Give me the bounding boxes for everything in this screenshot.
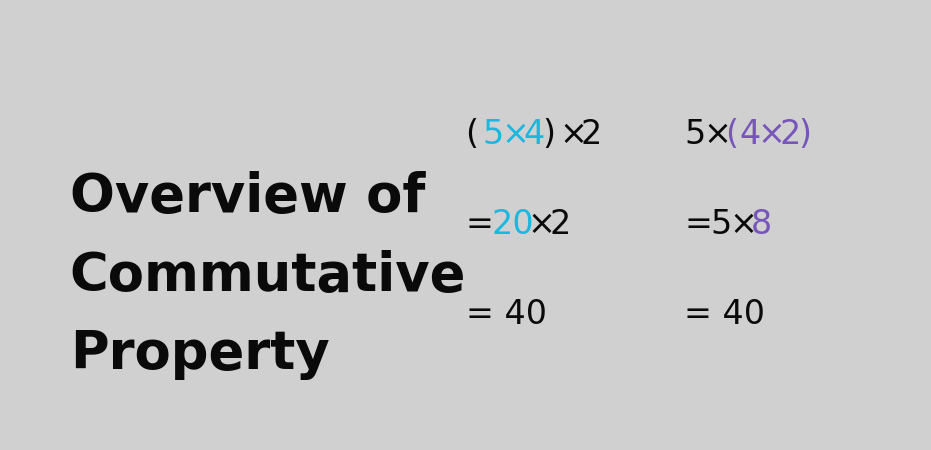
Text: ): ) (542, 118, 555, 152)
Text: 20: 20 (492, 208, 534, 242)
Text: ×: × (729, 208, 757, 242)
Text: 2: 2 (779, 118, 801, 152)
Text: 8: 8 (750, 208, 772, 242)
Text: 4: 4 (739, 118, 761, 152)
Text: (: ( (466, 118, 479, 152)
Text: =: = (466, 208, 493, 242)
Text: 5: 5 (710, 208, 732, 242)
Text: ×: × (703, 118, 731, 152)
Text: (: ( (724, 118, 737, 152)
Text: ): ) (798, 118, 811, 152)
Text: ×: × (758, 118, 786, 152)
Text: =: = (684, 208, 712, 242)
Text: 2: 2 (549, 208, 571, 242)
Text: ×: × (560, 118, 587, 152)
Text: ×: × (502, 118, 530, 152)
Text: Overview of: Overview of (70, 171, 425, 223)
Text: 5: 5 (684, 118, 706, 152)
Text: Property: Property (70, 328, 330, 381)
Text: ×: × (528, 208, 556, 242)
Text: 2: 2 (581, 118, 602, 152)
Text: 4: 4 (523, 118, 545, 152)
Text: = 40: = 40 (684, 298, 765, 332)
Text: = 40: = 40 (466, 298, 546, 332)
Text: 5: 5 (483, 118, 504, 152)
Text: Commutative: Commutative (70, 250, 466, 302)
